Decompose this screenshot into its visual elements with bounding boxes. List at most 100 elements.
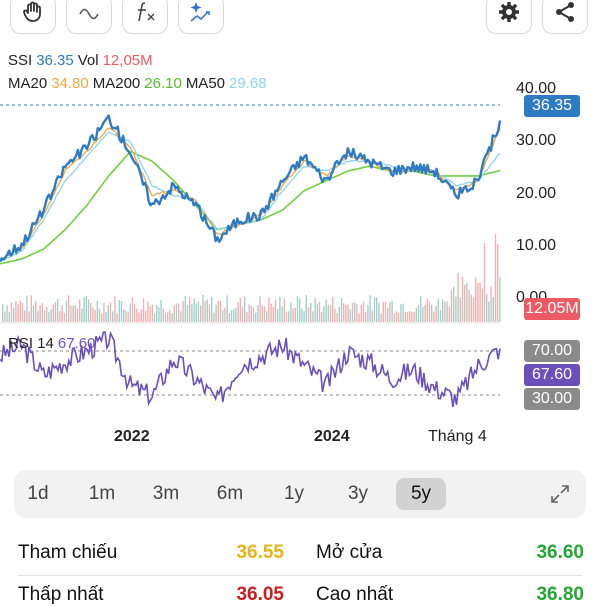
- volume-bar: [358, 313, 360, 322]
- volume-bar: [444, 301, 446, 322]
- volume-bar: [288, 311, 290, 322]
- volume-bar: [402, 303, 404, 322]
- volume-bar: [158, 307, 160, 322]
- volume-bar: [448, 306, 450, 322]
- volume-bar: [272, 307, 274, 322]
- volume-bar: [404, 312, 406, 322]
- function-icon: [132, 0, 158, 29]
- indicator-button[interactable]: [122, 0, 168, 34]
- volume-bar: [446, 301, 448, 322]
- price-axis-tick: 10.00: [516, 237, 557, 254]
- share-button[interactable]: [542, 0, 588, 34]
- gear-icon: [497, 0, 521, 29]
- rsi-label: RSI 14: [8, 335, 54, 352]
- volume-bar: [134, 304, 136, 322]
- volume-bar: [334, 309, 336, 322]
- volume-bar: [13, 308, 15, 322]
- volume-bar: [184, 296, 186, 322]
- volume-bar: [149, 306, 151, 322]
- fullscreen-button[interactable]: [542, 478, 578, 510]
- volume-bar: [367, 305, 369, 322]
- series-line-ma20: [0, 127, 501, 261]
- volume-bar: [76, 308, 79, 322]
- volume-bar: [362, 301, 365, 322]
- volume-bar: [219, 300, 222, 322]
- price-chart[interactable]: [0, 0, 600, 460]
- volume-tag: 12.05M: [524, 298, 580, 320]
- volume-bar: [398, 312, 400, 322]
- volume-bar: [338, 307, 340, 322]
- volume-bar: [277, 309, 279, 322]
- last-price-tag: 36.35: [524, 95, 580, 117]
- volume-bar: [235, 307, 237, 322]
- ma200-value: 26.10: [144, 75, 182, 92]
- ma-legend: MA20 34.80 MA200 26.10 MA50 29.68: [8, 75, 271, 92]
- volume-bar: [140, 309, 142, 322]
- ma50-label: MA50: [185, 75, 225, 92]
- volume-bar: [285, 312, 288, 322]
- volume-bar: [428, 301, 431, 322]
- volume-bar: [125, 310, 127, 322]
- range-1y[interactable]: 1y: [283, 483, 305, 504]
- volume-bar: [136, 308, 138, 322]
- volume-bar: [195, 303, 197, 322]
- volume-bar: [261, 306, 263, 322]
- range-selector: 1d 1m 3m 6m 1y 3y 5y: [14, 470, 586, 518]
- volume-bar: [50, 309, 52, 322]
- range-1d[interactable]: 1d: [27, 483, 49, 504]
- volume-bar: [200, 305, 202, 322]
- price-axis-tick: 30.00: [516, 132, 557, 149]
- vol-label: Vol: [77, 52, 99, 69]
- volume-bar: [307, 307, 310, 322]
- ai-analysis-button[interactable]: [178, 0, 224, 34]
- rsi-lower-tag: 30.00: [524, 388, 580, 410]
- high-price-label: Cao nhất: [316, 584, 394, 605]
- volume-bar: [483, 243, 486, 322]
- volume-bar: [138, 312, 140, 322]
- volume-bar: [17, 304, 19, 322]
- expand-icon: [549, 483, 571, 504]
- rsi-upper-tag: 70.00: [524, 340, 580, 362]
- range-5y[interactable]: 5y: [396, 478, 446, 510]
- volume-bar: [129, 303, 131, 322]
- settings-button[interactable]: [486, 0, 532, 34]
- volume-bar: [391, 300, 393, 322]
- volume-bar: [101, 313, 103, 322]
- volume-bar: [61, 305, 63, 322]
- draw-tool-button[interactable]: [10, 0, 56, 34]
- volume-bar: [281, 306, 283, 322]
- volume-bar: [6, 305, 8, 322]
- volume-bar: [15, 301, 17, 322]
- volume-bar: [325, 299, 327, 322]
- volume-bar: [464, 284, 466, 322]
- sparkle-chart-icon: [188, 0, 214, 29]
- volume-bar: [266, 311, 268, 322]
- volume-bar: [312, 311, 314, 322]
- volume-bar: [433, 311, 435, 322]
- range-3y[interactable]: 3y: [347, 483, 369, 504]
- range-1m[interactable]: 1m: [88, 483, 116, 504]
- volume-bar: [279, 296, 281, 322]
- symbol-label: SSI: [8, 52, 33, 69]
- volume-bar: [323, 306, 325, 322]
- ref-price-value: 36.55: [236, 542, 284, 563]
- range-6m[interactable]: 6m: [216, 483, 244, 504]
- price-axis-tick: 40.00: [516, 80, 557, 97]
- volume-bar: [217, 301, 219, 322]
- volume-bar: [426, 298, 428, 322]
- volume-bar: [142, 298, 145, 322]
- open-price-label: Mở cửa: [316, 542, 383, 563]
- volume-bar: [475, 277, 477, 322]
- price-value: 36.35: [36, 52, 74, 69]
- volume-bar: [175, 303, 178, 322]
- volume-bar: [57, 299, 59, 322]
- range-3m[interactable]: 3m: [152, 483, 180, 504]
- volume-bar: [481, 288, 483, 322]
- volume-bar: [32, 305, 35, 322]
- volume-bar: [365, 312, 367, 322]
- volume-bar: [156, 305, 158, 322]
- volume-bar: [248, 304, 250, 322]
- volume-bar: [492, 296, 494, 322]
- line-tool-button[interactable]: [66, 0, 112, 34]
- low-price-value: 36.05: [236, 584, 284, 605]
